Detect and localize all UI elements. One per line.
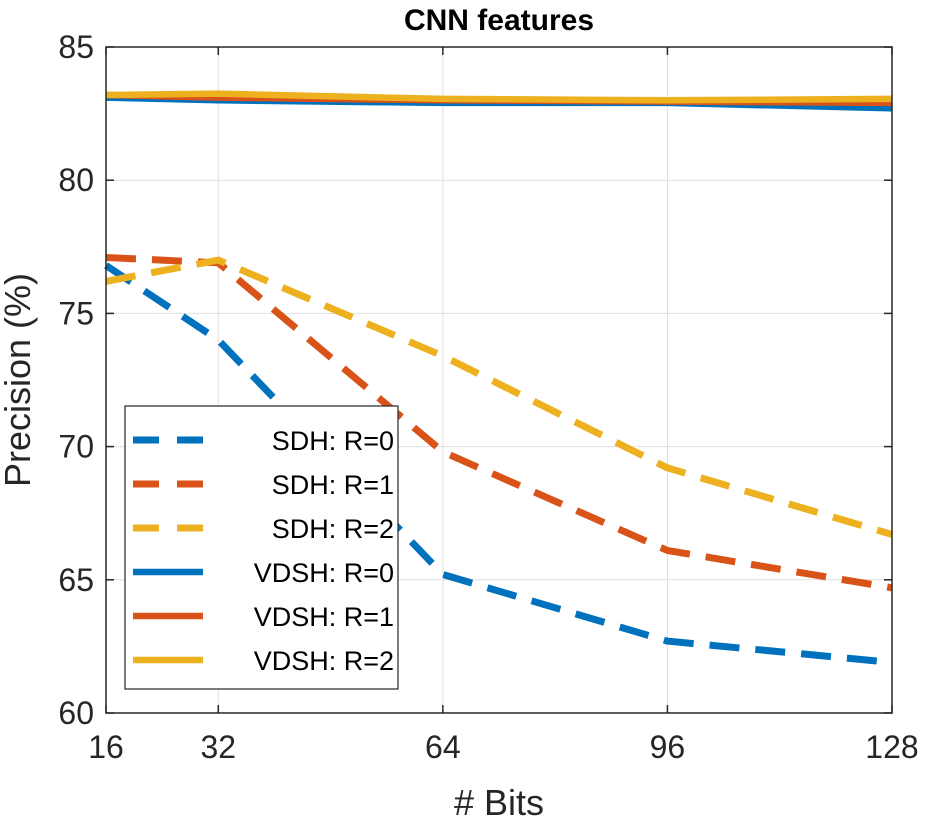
y-tick-label: 75 bbox=[58, 295, 94, 331]
x-tick-label: 16 bbox=[88, 729, 124, 765]
series-lines bbox=[104, 90, 893, 666]
legend: SDH: R=0 SDH: R=1 SDH: R=2 VDSH: R=0 VDSH: R… bbox=[124, 405, 399, 690]
series-line-sdh-r-1 bbox=[105, 254, 893, 592]
series-line-vdsh-r-2 bbox=[105, 90, 893, 104]
legend-label: SDH: R=0 bbox=[272, 426, 394, 456]
x-tick-label: 32 bbox=[200, 729, 236, 765]
x-tick-label: 64 bbox=[425, 729, 461, 765]
legend-label: SDH: R=1 bbox=[272, 470, 394, 500]
legend-label: VDSH: R=0 bbox=[254, 558, 394, 588]
x-tick-label: 96 bbox=[650, 729, 686, 765]
y-tick-label: 85 bbox=[58, 29, 94, 65]
x-axis-label: # Bits bbox=[454, 782, 544, 821]
y-tick-label: 65 bbox=[58, 562, 94, 598]
y-tick-label: 70 bbox=[58, 429, 94, 465]
chart-title: CNN features bbox=[404, 4, 594, 37]
legend-label: VDSH: R=1 bbox=[254, 602, 394, 632]
x-tick-label: 128 bbox=[865, 729, 918, 765]
legend-label: SDH: R=2 bbox=[272, 514, 394, 544]
legend-box bbox=[124, 405, 399, 690]
y-axis-label: Precision (%) bbox=[0, 273, 38, 487]
y-tick-label: 80 bbox=[58, 162, 94, 198]
legend-label: VDSH: R=2 bbox=[254, 646, 394, 676]
axis-ticks: 16 32 64 96 128 60 65 70 75 80 85 bbox=[58, 29, 918, 765]
plot-area-frame bbox=[105, 46, 893, 714]
y-tick-label: 60 bbox=[58, 695, 94, 731]
